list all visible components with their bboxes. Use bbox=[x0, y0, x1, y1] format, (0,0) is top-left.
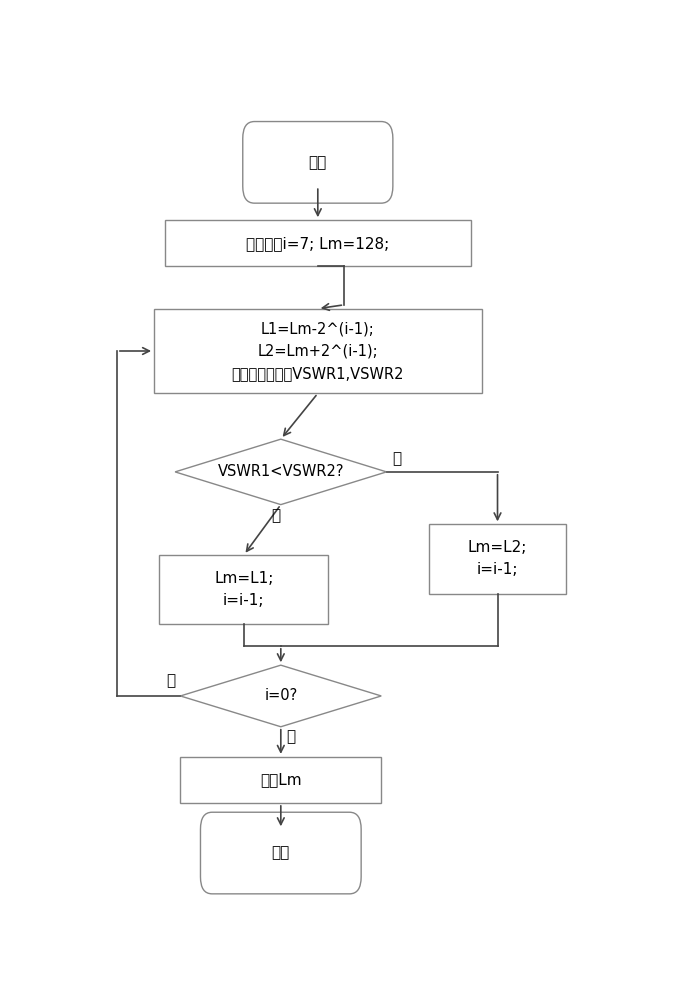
Text: 初始化：i=7; Lm=128;: 初始化：i=7; Lm=128; bbox=[246, 236, 389, 251]
Text: L1=Lm-2^(i-1);
L2=Lm+2^(i-1);
分别测得驻波比VSWR1,VSWR2: L1=Lm-2^(i-1); L2=Lm+2^(i-1); 分别测得驻波比VSW… bbox=[232, 321, 404, 381]
FancyBboxPatch shape bbox=[243, 122, 393, 203]
Text: 是: 是 bbox=[286, 729, 295, 744]
Text: 开始: 开始 bbox=[309, 155, 327, 170]
FancyBboxPatch shape bbox=[160, 555, 329, 624]
Text: i=0?: i=0? bbox=[264, 688, 297, 703]
Text: 输出Lm: 输出Lm bbox=[260, 772, 301, 787]
Text: Lm=L1;
i=i-1;: Lm=L1; i=i-1; bbox=[214, 571, 273, 608]
Text: 否: 否 bbox=[392, 451, 401, 466]
FancyBboxPatch shape bbox=[154, 309, 481, 393]
Text: 是: 是 bbox=[271, 508, 280, 523]
Polygon shape bbox=[175, 439, 387, 505]
Polygon shape bbox=[180, 665, 381, 727]
FancyBboxPatch shape bbox=[164, 220, 471, 266]
FancyBboxPatch shape bbox=[201, 812, 361, 894]
FancyBboxPatch shape bbox=[429, 524, 566, 594]
Text: 结束: 结束 bbox=[271, 846, 290, 861]
Text: VSWR1<VSWR2?: VSWR1<VSWR2? bbox=[218, 464, 344, 479]
Text: Lm=L2;
i=i-1;: Lm=L2; i=i-1; bbox=[468, 540, 527, 578]
FancyBboxPatch shape bbox=[180, 757, 381, 803]
Text: 否: 否 bbox=[166, 673, 175, 688]
